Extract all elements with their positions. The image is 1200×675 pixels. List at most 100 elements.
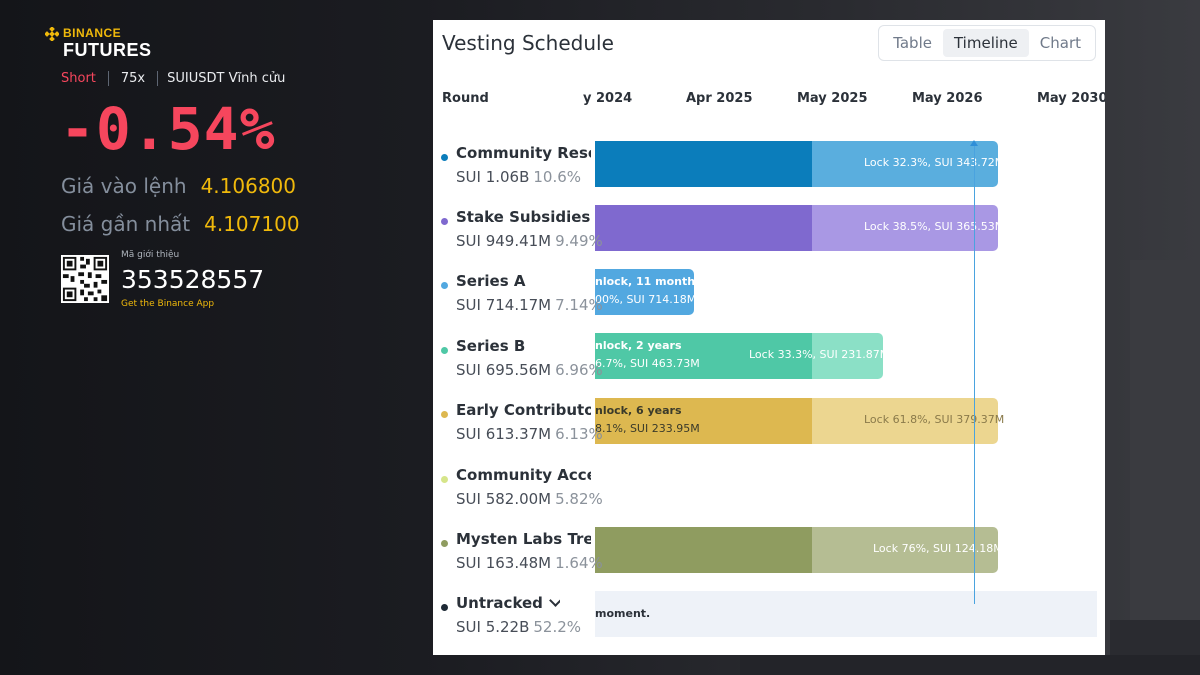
vesting-bar[interactable]: Lock 76%, SUI 124.18M <box>595 527 1003 573</box>
last-price-value: 4.107100 <box>204 212 300 236</box>
lock-label: Lock 76%, SUI 124.18M <box>873 542 1003 555</box>
last-price-row: Giá gần nhất 4.107100 <box>61 212 300 236</box>
chevron-down-icon[interactable] <box>549 594 560 607</box>
brand-bottom: FUTURES <box>63 40 152 60</box>
vesting-bar[interactable]: nlock, 6 years 8.1%, SUI 233.95M Lock 61… <box>595 398 1004 444</box>
round-amount: SUI 613.37M 6.13% <box>456 425 603 443</box>
leverage-label: 75x <box>109 71 159 86</box>
round-color-dot <box>441 540 448 547</box>
unlock-amount: 00%, SUI 714.18M <box>595 293 697 306</box>
round-column-header: Round <box>442 91 489 106</box>
round-name: Series A <box>456 272 526 290</box>
position-meta: Short 75x SUIUSDT Vĩnh cửu <box>61 71 285 86</box>
round-name: Series B <box>456 337 526 355</box>
timeline-axis-label: May 2026 <box>912 91 983 106</box>
unlock-label: nlock, 6 years <box>595 404 682 417</box>
tab-chart[interactable]: Chart <box>1039 34 1081 52</box>
lock-label: Lock 32.3%, SUI 343.72M <box>864 156 1005 169</box>
round-name: Stake Subsidies <box>456 208 591 226</box>
locked-segment <box>812 141 998 187</box>
tab-timeline[interactable]: Timeline <box>942 29 1029 57</box>
referral-label: Mã giới thiệu <box>121 250 180 260</box>
round-percent: 9.49% <box>555 232 603 250</box>
background-block <box>1130 260 1200 620</box>
unlock-label: nlock, 2 years <box>595 339 682 352</box>
round-amount: SUI 714.17M 7.14% <box>456 296 603 314</box>
view-tabs: Table Timeline Chart <box>878 25 1096 61</box>
timeline-axis-label: y 2024 <box>583 91 633 106</box>
round-amount-value: SUI 5.22B <box>456 618 530 636</box>
round-percent: 6.96% <box>555 361 603 379</box>
locked-segment <box>812 333 883 379</box>
round-amount: SUI 1.06B 10.6% <box>456 168 581 186</box>
timeline-area: Lock 32.3%, SUI 343.72M Lock 38.5%, SUI … <box>595 130 1105 655</box>
vesting-bar[interactable]: Lock 38.5%, SUI 365.53M <box>595 205 1004 251</box>
side-label: Short <box>61 71 109 86</box>
timeline-axis-label: May 2025 <box>797 91 868 106</box>
round-name: Early Contributors <box>456 401 591 419</box>
round-amount-value: SUI 714.17M <box>456 296 552 314</box>
timeline-axis-label: May 2030 <box>1037 91 1105 106</box>
round-item[interactable]: Untracked SUI 5.22B 52.2% <box>441 594 591 640</box>
round-color-dot <box>441 282 448 289</box>
untracked-row-bar <box>595 591 1097 637</box>
lock-label: Lock 61.8%, SUI 379.37M <box>864 413 1005 426</box>
timeline-axis-label: Apr 2025 <box>686 91 753 106</box>
referral-code: 353528557 <box>121 265 265 294</box>
unlocked-segment <box>595 141 812 187</box>
background-block <box>740 655 1200 675</box>
untracked-toggle[interactable]: Untracked <box>456 594 560 612</box>
unlocked-segment <box>595 527 812 573</box>
round-amount-value: SUI 695.56M <box>456 361 552 379</box>
unlocked-segment <box>595 205 812 251</box>
locked-segment <box>812 527 998 573</box>
round-percent: 10.6% <box>533 168 582 186</box>
current-date-marker-icon <box>970 140 978 146</box>
round-color-dot <box>441 218 448 225</box>
round-amount: SUI 163.48M 1.64% <box>456 554 603 572</box>
vesting-bar[interactable]: nlock, 11 months 00%, SUI 714.18M <box>595 269 702 315</box>
round-amount-value: SUI 163.48M <box>456 554 552 572</box>
round-color-dot <box>441 604 448 611</box>
locked-segment <box>812 205 998 251</box>
round-color-dot <box>441 476 448 483</box>
round-percent: 5.82% <box>555 490 603 508</box>
lock-label: Lock 33.3%, SUI 231.87M <box>749 348 890 361</box>
untracked-note: moment. <box>595 607 651 620</box>
round-amount-value: SUI 1.06B <box>456 168 530 186</box>
vesting-bar[interactable]: nlock, 2 years 6.7%, SUI 463.73M Lock 33… <box>595 333 889 379</box>
unlocked-segment <box>595 269 694 315</box>
round-name: Untracked <box>456 594 543 612</box>
binance-logo-icon <box>45 27 59 41</box>
unlock-amount: 8.1%, SUI 233.95M <box>595 422 700 435</box>
vesting-schedule-panel: Vesting Schedule Table Timeline Chart Ro… <box>433 20 1105 655</box>
entry-price-row: Giá vào lệnh 4.106800 <box>61 174 296 198</box>
get-app-text: Get the Binance App <box>121 299 215 309</box>
round-amount: SUI 695.56M 6.96% <box>456 361 603 379</box>
binance-futures-logo: BINANCE FUTURES <box>45 27 152 59</box>
position-card: BINANCE FUTURES Short 75x SUIUSDT Vĩnh c… <box>0 0 430 675</box>
unlock-label: nlock, 11 months <box>595 275 702 288</box>
round-percent: 7.14% <box>555 296 603 314</box>
qr-code-icon <box>61 255 109 303</box>
entry-price-label: Giá vào lệnh <box>61 174 187 198</box>
round-amount-value: SUI 582.00M <box>456 490 552 508</box>
round-name: Community Rese... <box>456 144 591 162</box>
pnl-percent: -0.54% <box>60 95 276 163</box>
round-percent: 6.13% <box>555 425 603 443</box>
round-name: Community Acce... <box>456 466 591 484</box>
round-item: Series B SUI 695.56M 6.96% <box>441 337 603 383</box>
unlocked-segment <box>595 333 812 379</box>
vesting-bar[interactable]: Lock 32.3%, SUI 343.72M <box>595 141 1004 187</box>
round-amount: SUI 949.41M 9.49% <box>456 232 603 250</box>
round-item: Stake Subsidies SUI 949.41M 9.49% <box>441 208 603 254</box>
round-color-dot <box>441 154 448 161</box>
round-amount: SUI 582.00M 5.82% <box>456 490 603 508</box>
lock-label: Lock 38.5%, SUI 365.53M <box>864 220 1005 233</box>
tab-table[interactable]: Table <box>893 34 932 52</box>
round-percent: 52.2% <box>533 618 582 636</box>
round-name: Mysten Labs Tre... <box>456 530 591 548</box>
